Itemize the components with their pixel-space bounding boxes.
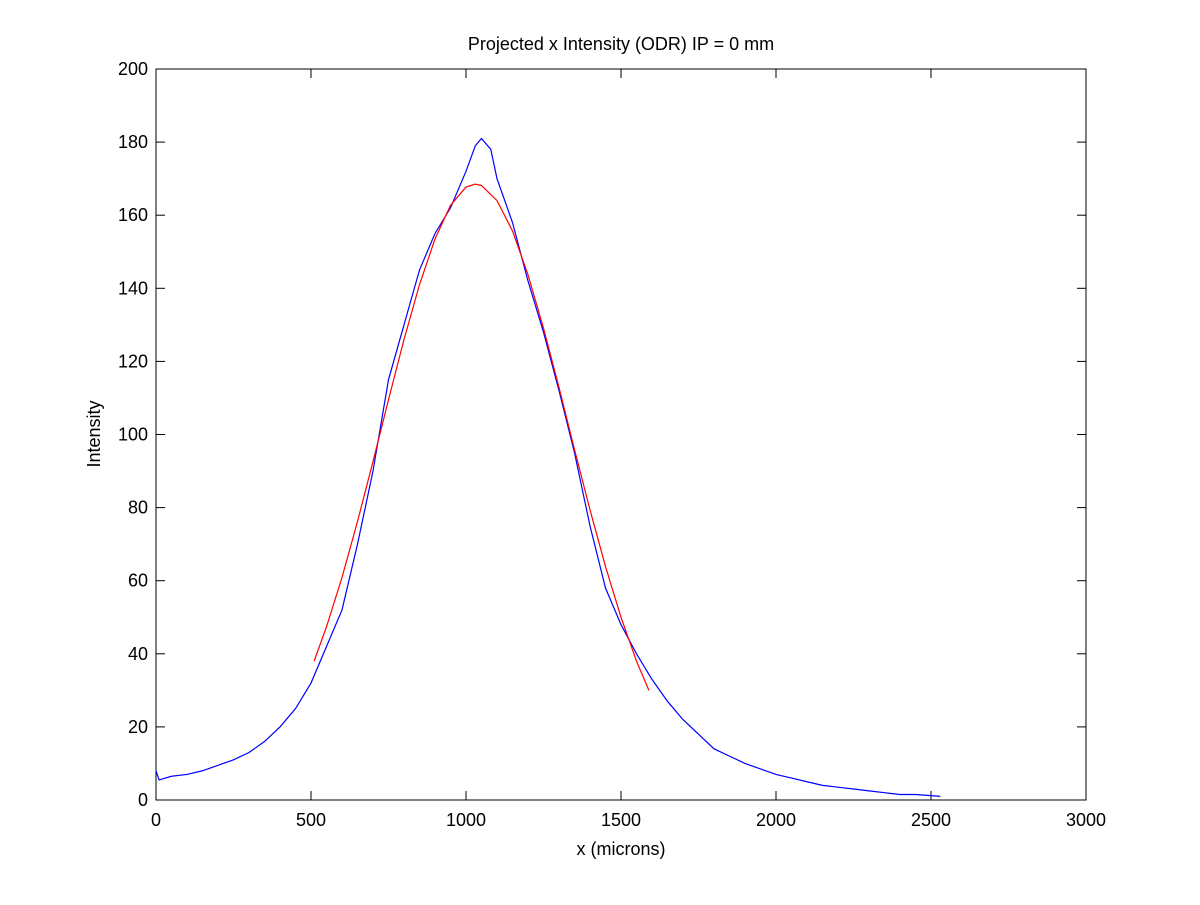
x-tick-label: 2000 xyxy=(756,810,796,830)
y-tick-label: 20 xyxy=(128,717,148,737)
y-tick-label: 40 xyxy=(128,644,148,664)
plot-area xyxy=(155,68,1087,801)
x-tick-label: 500 xyxy=(296,810,326,830)
y-tick-label: 140 xyxy=(118,278,148,298)
x-tick-label: 1500 xyxy=(601,810,641,830)
y-tick-label: 120 xyxy=(118,351,148,371)
x-tick-label: 2500 xyxy=(911,810,951,830)
y-axis-label: Intensity xyxy=(84,400,104,467)
x-axis-label: x (microns) xyxy=(577,839,666,859)
x-tick-label: 3000 xyxy=(1066,810,1106,830)
y-tick-label: 0 xyxy=(138,790,148,810)
y-tick-label: 200 xyxy=(118,59,148,79)
y-tick-label: 160 xyxy=(118,205,148,225)
y-tick-label: 60 xyxy=(128,571,148,591)
chart-title: Projected x Intensity (ODR) IP = 0 mm xyxy=(468,34,774,54)
y-tick-label: 180 xyxy=(118,132,148,152)
y-tick-label: 100 xyxy=(118,425,148,445)
x-tick-label: 0 xyxy=(151,810,161,830)
data-line xyxy=(313,183,650,691)
data-line xyxy=(155,137,941,797)
x-tick-label: 1000 xyxy=(446,810,486,830)
y-tick-label: 80 xyxy=(128,498,148,518)
